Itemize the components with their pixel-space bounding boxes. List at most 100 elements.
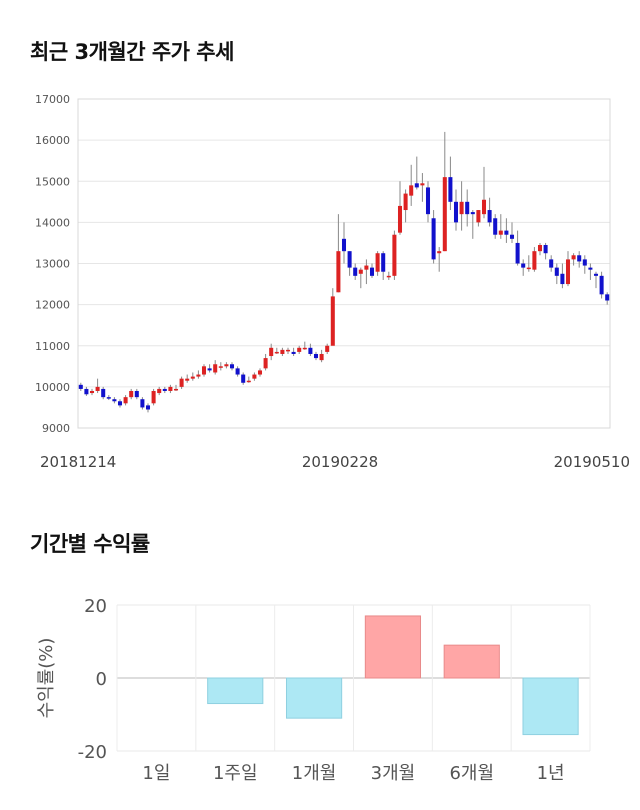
candle-down — [543, 244, 548, 254]
candle-down — [106, 397, 111, 399]
candle-up — [179, 378, 184, 387]
candle-down — [470, 212, 475, 215]
candle-down — [425, 187, 431, 215]
price-trend-title: 최근 3개월간 주가 추세 — [30, 40, 234, 64]
candle-down — [593, 273, 599, 276]
candle-up — [274, 351, 279, 354]
y-tick-label: 12000 — [35, 299, 70, 312]
candle-down — [101, 388, 106, 398]
returns-title: 기간별 수익률 — [30, 532, 150, 556]
return-bar — [443, 644, 500, 679]
y-tick-label: 9000 — [42, 422, 70, 435]
x-category-label: 1주일 — [213, 763, 258, 784]
candle-down — [582, 259, 587, 266]
candle-up — [397, 205, 403, 233]
x-category-label: 1일 — [142, 763, 170, 784]
y-tick-label: 0 — [96, 669, 107, 690]
candle-up — [168, 386, 173, 391]
candle-up — [246, 380, 251, 383]
candle-down — [353, 267, 358, 276]
y-tick-label: 15000 — [35, 175, 70, 188]
candle-up — [498, 230, 503, 235]
candle-up — [476, 210, 481, 223]
candle-down — [509, 234, 515, 239]
candle-down — [140, 399, 145, 408]
candle-up — [375, 253, 380, 272]
return-bar — [364, 615, 422, 679]
x-date-label: 20190510 — [554, 453, 630, 471]
candle-up — [285, 349, 291, 352]
candle-up — [263, 358, 268, 369]
candle-up — [364, 265, 369, 270]
candle-up — [95, 386, 100, 391]
candle-down — [549, 259, 554, 268]
candle-up — [201, 366, 207, 375]
candle-down — [347, 251, 352, 268]
y-tick-label: -20 — [78, 742, 107, 763]
candle-up — [392, 234, 397, 276]
x-category-label: 6개월 — [449, 763, 494, 784]
candle-down — [241, 374, 246, 383]
plot-frame — [77, 98, 611, 429]
candle-down — [341, 238, 347, 252]
candle-down — [162, 388, 167, 391]
candle-up — [151, 390, 156, 404]
y-tick-label: 13000 — [35, 258, 70, 271]
candle-up — [437, 251, 442, 254]
return-bar — [522, 677, 579, 736]
candle-up — [218, 366, 223, 368]
candle-up — [269, 347, 274, 357]
candle-down — [117, 401, 123, 406]
candle-down — [453, 201, 459, 223]
candle-up — [386, 275, 391, 278]
candlestick-chart: 17000 16000 15000 14000 13000 12000 11000 10000… — [35, 93, 630, 471]
candle-up — [213, 364, 218, 373]
candle-down — [235, 368, 240, 375]
candle-up — [196, 374, 201, 377]
candle-up — [330, 296, 335, 346]
x-category-label: 1개월 — [292, 763, 337, 784]
candle-up — [173, 388, 179, 391]
candle-up — [157, 388, 162, 394]
candle-up — [336, 251, 341, 293]
candle-down — [112, 399, 117, 402]
y-tick-label: 16000 — [35, 134, 70, 147]
candle-up — [297, 347, 302, 352]
y-tick-label: 11000 — [35, 340, 70, 353]
candle-down — [465, 201, 470, 215]
candle-up — [409, 185, 414, 196]
candle-up — [571, 255, 576, 260]
candle-up — [257, 370, 263, 375]
candle-down — [493, 218, 498, 235]
return-bar — [285, 677, 343, 719]
candle-down — [504, 230, 509, 235]
candle-down — [554, 267, 559, 276]
candle-up — [280, 349, 285, 354]
returns-bar-chart: 20 0 -20 1일 1주일 1개월 3개월 6개월 1년 수익률(%) — [36, 596, 591, 784]
candle-up — [403, 193, 408, 211]
candle-down — [599, 275, 604, 295]
candle-up — [224, 364, 229, 367]
candle-up — [252, 374, 257, 379]
candle-up — [185, 378, 190, 381]
candle-up — [302, 347, 307, 350]
candle-up — [123, 397, 128, 404]
candle-up — [532, 251, 537, 270]
candle-down — [487, 210, 492, 223]
candle-down — [291, 351, 296, 354]
candle-down — [431, 218, 436, 260]
y-tick-label: 10000 — [35, 381, 70, 394]
candle-down — [134, 390, 139, 398]
candle-down — [84, 388, 89, 395]
candle-down — [521, 263, 526, 268]
candle-down — [369, 267, 375, 276]
candle-up — [190, 376, 195, 379]
candle-up — [537, 244, 543, 252]
candle-down — [308, 347, 313, 354]
y-tick-label: 20 — [84, 596, 107, 617]
candle-up — [319, 353, 324, 361]
x-date-label: 20181214 — [40, 453, 116, 471]
x-category-label: 1년 — [537, 763, 565, 784]
x-category-label: 3개월 — [371, 763, 416, 784]
candle-down — [448, 177, 453, 202]
